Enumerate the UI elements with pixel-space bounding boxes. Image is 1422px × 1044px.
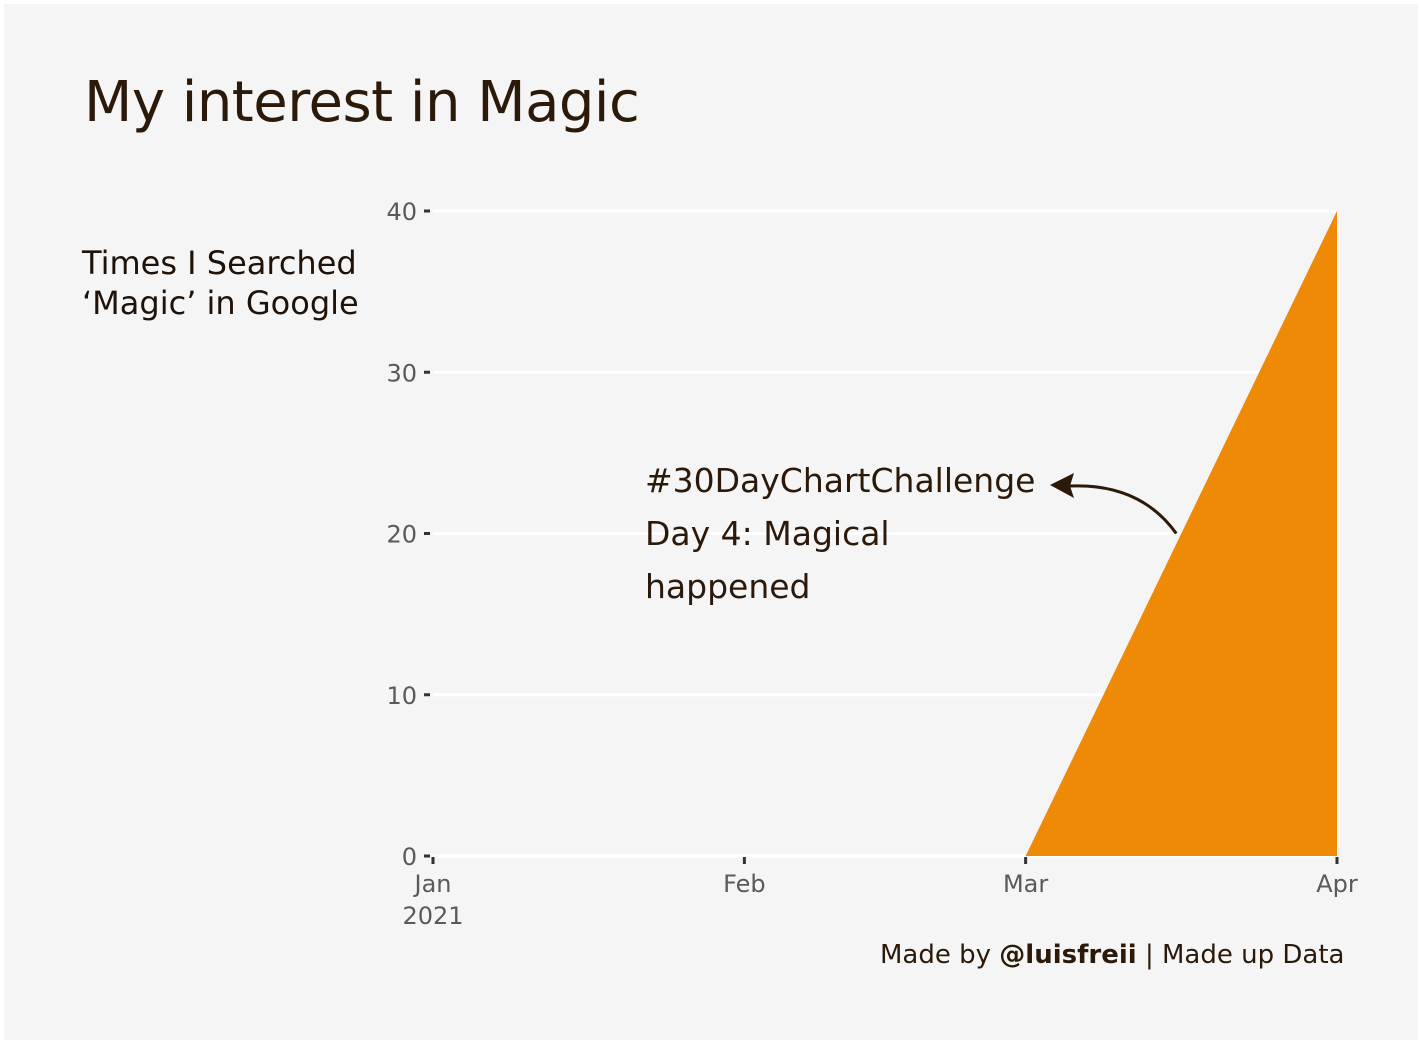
x-tick-label-2: Mar xyxy=(1003,870,1048,898)
y-axis-label-line-2: ‘Magic’ in Google xyxy=(82,284,359,322)
y-tick-label-0: 0 xyxy=(402,843,417,871)
y-axis-label-line-1: Times I Searched xyxy=(82,244,357,282)
annotation-line-2: Day 4: Magical xyxy=(645,514,890,553)
chart-caption: Made by @luisfreii | Made up Data xyxy=(880,940,1344,970)
chart-panel xyxy=(4,4,1418,1040)
annotation-line-1: #30DayChartChallenge xyxy=(645,461,1035,500)
y-tick-label-3: 30 xyxy=(386,359,417,387)
x-tick-label-3: Apr xyxy=(1316,870,1358,898)
y-axis-label: Times I Searched ‘Magic’ in Google xyxy=(82,243,359,323)
x-tick-label-0: Jan xyxy=(413,870,452,898)
caption-suffix: | Made up Data xyxy=(1136,940,1345,970)
x-tick-label-1: Feb xyxy=(723,870,766,898)
annotation-arrow-head xyxy=(1050,473,1074,498)
y-tick-label-4: 40 xyxy=(386,198,417,226)
caption-handle: @luisfreii xyxy=(999,940,1137,970)
annotation-arrow xyxy=(1069,484,1178,535)
annotation-line-3: happened xyxy=(645,567,811,606)
y-tick-label-2: 20 xyxy=(386,521,417,549)
x-tick-sublabel-0: 2021 xyxy=(402,902,463,930)
caption-prefix: Made by xyxy=(880,940,1000,970)
y-tick-label-1: 10 xyxy=(386,682,417,710)
area-series-0 xyxy=(433,211,1337,856)
chart-title: My interest in Magic xyxy=(84,70,640,135)
